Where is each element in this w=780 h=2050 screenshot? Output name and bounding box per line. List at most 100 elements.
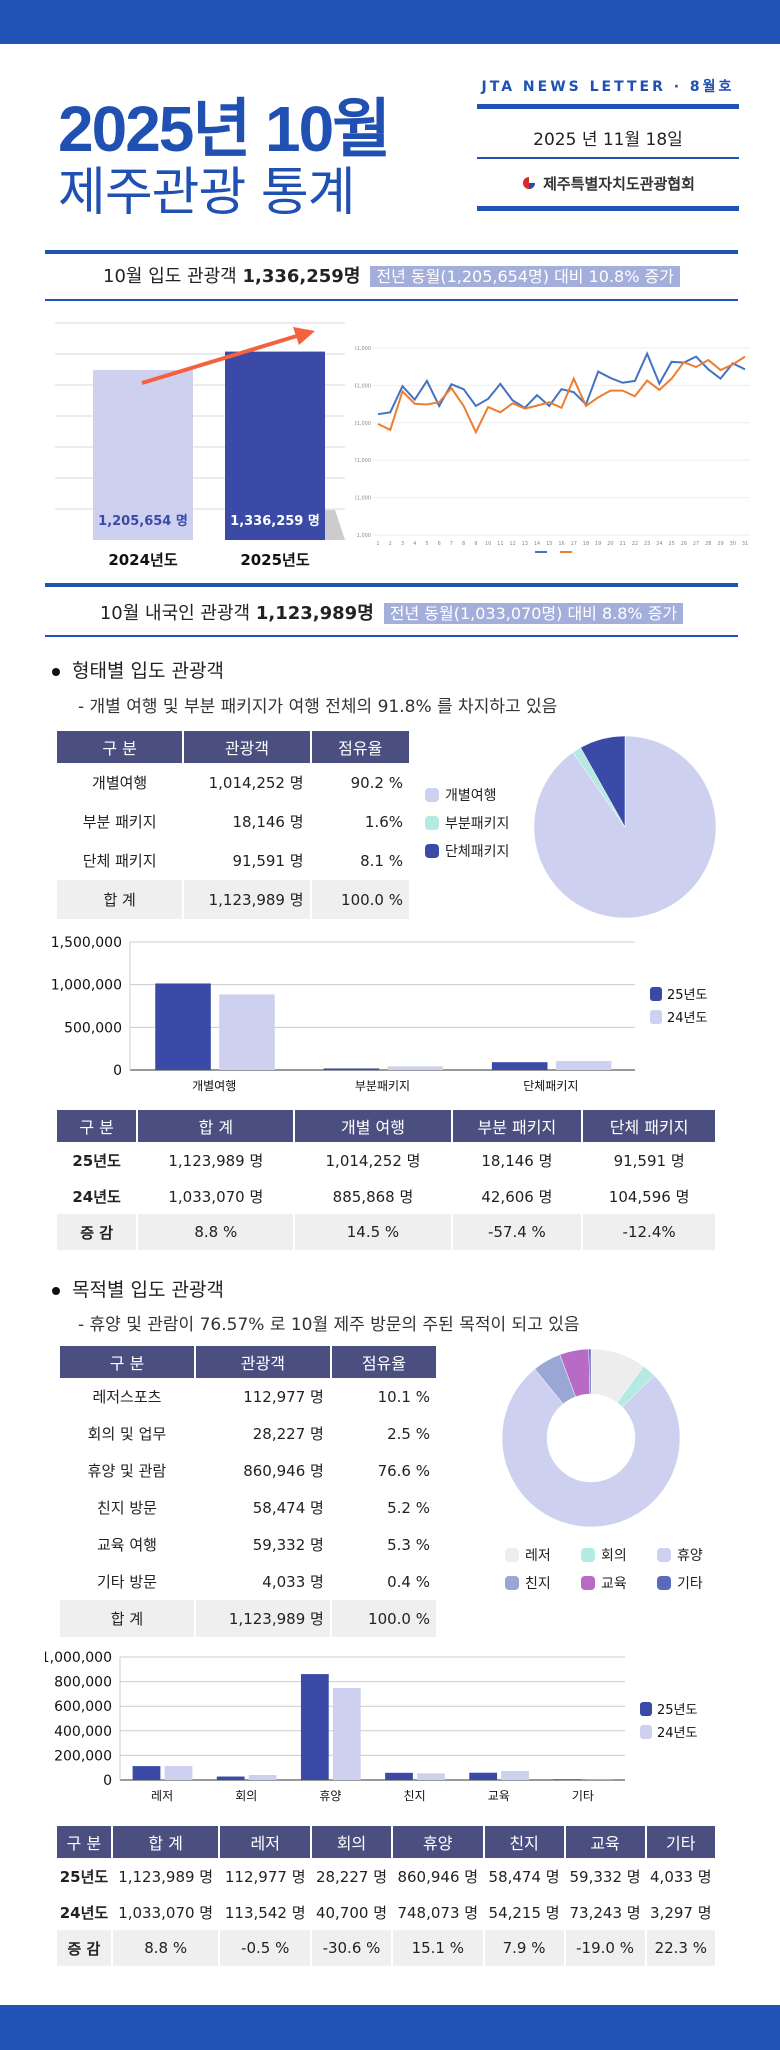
top-banner	[0, 0, 780, 44]
table-header: 레저	[220, 1826, 310, 1858]
legend-label: 교육	[601, 1576, 627, 1592]
divider	[45, 583, 738, 587]
legend-label: 단체패키지	[445, 844, 510, 860]
purpose-share-table: 구 분 관광객 점유율 레저스포츠 112,977 명 10.1 % 회의 및 업무 28,2…	[58, 1346, 438, 1637]
bar	[555, 1061, 612, 1070]
table-row: 단체 패키지 91,591 명 8.1 %	[57, 841, 409, 880]
legend-swatch	[640, 1725, 652, 1739]
x-tick-label: 14	[534, 541, 540, 547]
x-tick-label: 19	[595, 541, 601, 547]
bar	[387, 1066, 444, 1070]
x-tick-label: 12	[509, 541, 515, 547]
table-cell: 25년도	[59, 1867, 109, 1886]
table-header: 관광객	[195, 1346, 330, 1378]
table-cell: 24년도	[72, 1187, 121, 1206]
table-header: 기타	[646, 1826, 715, 1858]
y-tick-label: 800,000	[54, 1675, 112, 1691]
legend-label: 부분패키지	[445, 816, 510, 832]
y-tick-label: 400,000	[54, 1724, 112, 1740]
section-subtitle: - 휴양 및 관람이 76.57% 로 10월 제주 방문의 주된 목적이 되고…	[78, 1315, 580, 1335]
x-tick-label: 10	[485, 541, 491, 547]
summary-arrivals: 10월 입도 관광객 1,336,259명 전년 동월(1,205,654명) 대…	[45, 262, 738, 288]
table-cell: 59,332 명	[252, 1536, 324, 1554]
x-tick-label: 교육	[488, 1789, 510, 1803]
legend-label: 회의	[601, 1548, 627, 1564]
bar-shadow	[325, 510, 345, 540]
bar	[225, 351, 325, 540]
x-tick-label: 기타	[572, 1789, 594, 1803]
bottom-banner	[0, 2005, 780, 2050]
table-cell: 5.3 %	[387, 1535, 430, 1554]
table-header: 회의	[312, 1826, 391, 1858]
x-tick-label: 친지	[404, 1789, 426, 1803]
legend-label: 25년도	[667, 988, 708, 1003]
legend-swatch	[657, 1548, 671, 1562]
legend-swatch	[581, 1548, 595, 1562]
table-cell: 22.3 %	[646, 1930, 715, 1966]
x-tick-label: 2025년도	[240, 551, 310, 569]
divider	[477, 206, 739, 211]
yearly-bar-chart: 1,205,654 명 2024년도 1,336,259 명 2025년도	[55, 322, 345, 569]
divider	[45, 250, 738, 254]
table-cell: 2.5 %	[387, 1424, 430, 1443]
pie-slice	[588, 1348, 592, 1395]
table-cell: 단체 패키지	[82, 852, 157, 870]
x-tick-label: 20	[607, 541, 613, 547]
legend-item: 부분패키지	[425, 813, 509, 833]
table-cell: 1,123,989 명	[195, 1600, 330, 1637]
x-tick-label: 11	[497, 541, 503, 547]
pie-slice	[501, 1368, 681, 1528]
table-cell: 18,146 명	[232, 813, 304, 831]
table-cell: 40,700 명	[315, 1903, 388, 1922]
divider	[45, 299, 738, 301]
x-tick-label: 30	[730, 541, 736, 547]
x-tick-label: 9	[474, 541, 477, 547]
x-tick-label: 5	[425, 541, 428, 547]
bar	[323, 1068, 380, 1070]
legend-swatch	[425, 844, 439, 858]
table-cell: 885,868 명	[332, 1187, 414, 1206]
divider	[477, 104, 739, 109]
organization: 제주특별자치도관광협회	[477, 173, 739, 194]
table-cell: 73,243 명	[569, 1903, 641, 1922]
legend-swatch	[505, 1548, 519, 1562]
x-tick-label: 15	[546, 541, 552, 547]
x-tick-label: 개별여행	[192, 1078, 236, 1093]
table-row: 교육 여행 59,332 명 5.3 %	[60, 1526, 436, 1563]
table-cell: 1,123,989 명	[168, 1151, 264, 1170]
x-tick-label: 13	[522, 541, 528, 547]
table-cell: 76.6 %	[377, 1461, 430, 1480]
y-tick-label: 0	[103, 1773, 112, 1789]
table-cell: 100.0 %	[311, 880, 409, 919]
table-header: 구 분	[57, 731, 183, 763]
table-row: 합 계 1,123,989 명 100.0 %	[60, 1600, 436, 1637]
table-header: 합 계	[112, 1826, 219, 1858]
data-label: 1,336,259 명	[230, 513, 320, 529]
legend-swatch	[425, 788, 439, 802]
legend-item: 휴양	[657, 1545, 719, 1565]
table-cell: 112,977 명	[243, 1388, 324, 1406]
table-cell: 15.1 %	[392, 1930, 483, 1966]
table-header: 관광객	[184, 731, 310, 763]
table-cell: 1,033,070 명	[168, 1187, 264, 1206]
bar	[155, 983, 211, 1070]
table-cell: 5.2 %	[387, 1498, 430, 1517]
series-line	[377, 355, 746, 435]
legend-item: 교육	[581, 1573, 643, 1593]
x-tick-label: 2024년도	[108, 551, 178, 569]
legend-item: 친지	[505, 1573, 567, 1593]
legend-label: 24년도	[657, 1726, 698, 1741]
x-tick-label: 7	[450, 541, 453, 547]
table-header: 친지	[484, 1826, 564, 1858]
legend-swatch	[581, 1576, 595, 1590]
table-cell: 합 계	[60, 1600, 194, 1637]
table-cell: 58,474 명	[488, 1867, 560, 1886]
x-tick-label: 25	[668, 541, 674, 547]
legend-label: 친지	[525, 1576, 551, 1592]
x-tick-label: 단체패키지	[523, 1079, 578, 1093]
page-subtitle: 제주관광 통계	[58, 163, 356, 223]
y-tick-label: 51,000	[355, 346, 371, 352]
table-cell: -0.5 %	[220, 1930, 310, 1966]
x-tick-label: 18	[583, 541, 589, 547]
table-cell: 54,215 명	[488, 1903, 560, 1922]
